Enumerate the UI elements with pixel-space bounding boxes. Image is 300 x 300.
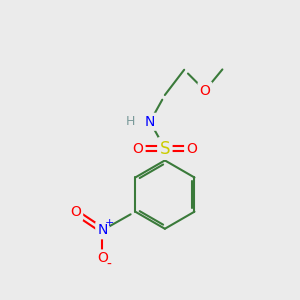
Text: N: N [97,223,108,237]
Text: -: - [106,257,111,272]
Text: O: O [70,206,81,219]
Text: O: O [200,84,210,98]
Text: S: S [160,140,170,158]
Text: H: H [126,115,135,128]
Text: N: N [145,115,155,129]
Text: O: O [133,142,143,155]
Text: O: O [186,142,197,155]
Text: O: O [97,251,108,266]
Text: +: + [104,218,114,228]
